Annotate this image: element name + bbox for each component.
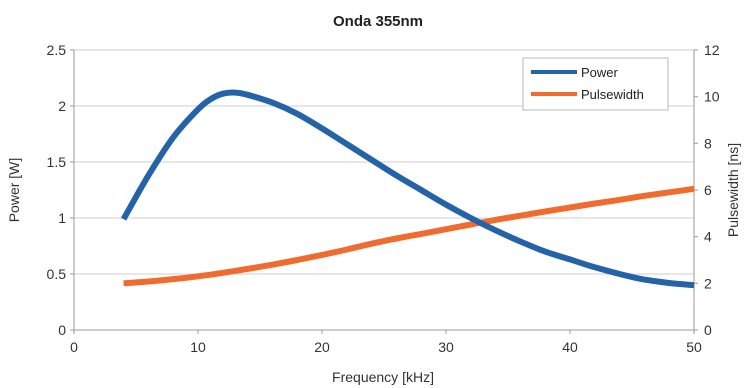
legend: Power Pulsewidth	[522, 57, 669, 111]
x-axis-label: Frequency [kHz]	[332, 369, 434, 385]
y-tick-label: 1	[58, 210, 66, 226]
y-tick-label: 0	[58, 322, 66, 338]
y2-tick-label: 0	[704, 322, 712, 338]
y-tick-label: 1.5	[47, 154, 67, 170]
y-tick-label: 2	[58, 98, 66, 114]
legend-label-power: Power	[581, 65, 619, 80]
y2-axis-label: Pulsewidth [ns]	[725, 143, 741, 237]
y2-tick-label: 6	[704, 182, 712, 198]
chart-title: Onda 355nm	[333, 13, 423, 30]
y-tick-label: 2.5	[47, 42, 67, 58]
x-tick-label: 0	[70, 339, 78, 355]
y2-tick-label: 4	[704, 229, 712, 245]
series-line-power	[120, 89, 695, 289]
y2-tick-label: 8	[704, 135, 712, 151]
x-tick-label: 50	[686, 339, 702, 355]
tick-labels: 0 0.5 1 1.5 2 2.5 0 2 4 6 8 10 12 0 10 20 30 40 50	[47, 42, 720, 355]
x-tick-label: 10	[190, 339, 206, 355]
x-tick-label: 40	[562, 339, 578, 355]
x-tick-label: 30	[438, 339, 454, 355]
series-lines	[120, 89, 695, 289]
y-tick-label: 0.5	[47, 266, 67, 282]
legend-label-pulsewidth: Pulsewidth	[581, 87, 644, 102]
y2-tick-label: 10	[704, 89, 720, 105]
legend-box	[522, 57, 669, 111]
x-tick-label: 20	[314, 339, 330, 355]
y2-tick-label: 12	[704, 42, 720, 58]
y2-tick-label: 2	[704, 275, 712, 291]
series-line-pulsewidth	[123, 185, 695, 287]
y-axis-label: Power [W]	[6, 158, 22, 223]
